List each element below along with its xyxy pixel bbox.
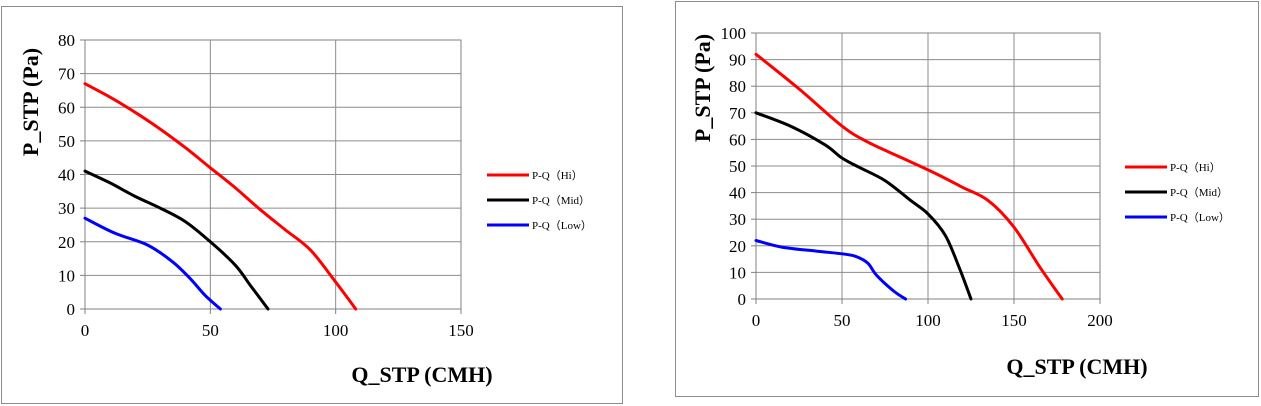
right-y-tick-label: 10 [729, 263, 746, 282]
left-series-line-hi [83, 82, 358, 311]
left-x-tick-label: 150 [448, 321, 474, 340]
left-y-tick-label: 30 [58, 199, 75, 218]
right-x-tick-label: 200 [1087, 311, 1113, 330]
left-x-tick-label: 0 [81, 321, 90, 340]
left-series-line-low [83, 216, 222, 311]
right-series-line-hi [754, 52, 1064, 301]
left-y-tick-label: 50 [58, 132, 75, 151]
right-y-tick-label: 30 [729, 210, 746, 229]
left-y-tick-label: 60 [58, 98, 75, 117]
chart-panel-left: 0 10 20 30 40 50 60 70 80 0 50 100 150 Q_STP (CMH) P_S… [1, 6, 623, 404]
right-y-tick-label: 70 [729, 104, 746, 123]
left-legend-label: P-Q（Low） [532, 219, 592, 232]
left-legend-label: P-Q（Hi） [532, 169, 583, 182]
left-y-tick-label: 10 [58, 266, 75, 285]
chart-panel-right: 0 10 20 30 40 50 60 70 80 90 100 0 50 100 150 200 Q_STP … [675, 1, 1259, 397]
right-legend-label: P-Q（Mid） [1170, 186, 1228, 199]
left-y-axis-title: P_STP (Pa) [18, 48, 43, 156]
right-y-tick-label: 60 [729, 130, 746, 149]
right-y-axis-title: P_STP (Pa) [690, 34, 715, 142]
right-x-axis-title: Q_STP (CMH) [1006, 354, 1147, 379]
right-y-tick-label: 20 [729, 237, 746, 256]
right-y-tick-label: 50 [729, 157, 746, 176]
chart-right-svg: 0 10 20 30 40 50 60 70 80 90 100 0 50 100 150 200 Q_STP … [690, 24, 1230, 379]
right-x-tick-label: 0 [752, 311, 761, 330]
left-x-tick-label: 50 [202, 321, 219, 340]
left-legend-label: P-Q（Mid） [532, 194, 590, 207]
right-x-tick-label: 150 [1001, 311, 1027, 330]
right-series-line-mid [754, 111, 973, 301]
left-y-tick-label: 20 [58, 233, 75, 252]
right-y-tick-label: 90 [729, 51, 746, 70]
left-y-tick-label: 40 [58, 166, 75, 185]
left-y-tick-label: 0 [67, 300, 76, 319]
right-y-tick-label: 100 [721, 24, 747, 43]
right-y-tick-label: 0 [738, 290, 747, 309]
right-legend-label: P-Q（Low） [1170, 211, 1230, 224]
left-x-axis-title: Q_STP (CMH) [351, 362, 492, 387]
left-series-line-mid [83, 169, 270, 311]
right-x-tick-label: 100 [915, 311, 941, 330]
left-x-tick-label: 100 [323, 321, 349, 340]
left-y-tick-label: 80 [58, 31, 75, 50]
chart-left-svg: 0 10 20 30 40 50 60 70 80 0 50 100 150 Q_STP (CMH) P_S… [18, 31, 592, 387]
right-legend-label: P-Q（Hi） [1170, 161, 1221, 174]
right-x-tick-label: 50 [834, 311, 851, 330]
right-y-tick-label: 80 [729, 77, 746, 96]
left-y-tick-label: 70 [58, 65, 75, 84]
right-series-line-low [754, 239, 908, 301]
right-y-tick-label: 40 [729, 184, 746, 203]
